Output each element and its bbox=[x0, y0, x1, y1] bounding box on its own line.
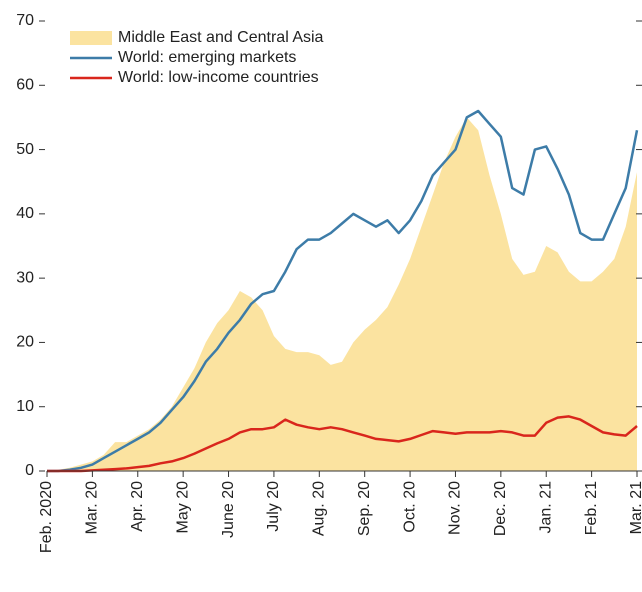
x-tick-label: July 20 bbox=[265, 481, 282, 532]
x-tick-label: June 20 bbox=[220, 481, 237, 538]
x-tick-label: Jan. 21 bbox=[537, 481, 554, 534]
y-tick-label: 10 bbox=[16, 398, 34, 415]
y-tick-label: 30 bbox=[16, 269, 34, 286]
plot-area bbox=[47, 109, 639, 473]
y-tick-label: 20 bbox=[16, 334, 34, 351]
legend-label: World: low-income countries bbox=[118, 69, 319, 86]
x-tick-label: Dec. 20 bbox=[492, 481, 509, 536]
x-tick-label: Oct. 20 bbox=[401, 481, 418, 533]
x-tick-label: Aug. 20 bbox=[311, 481, 328, 536]
legend-label: World: emerging markets bbox=[118, 49, 296, 66]
x-tick-label: Apr. 20 bbox=[129, 481, 146, 532]
y-tick-label: 40 bbox=[16, 205, 34, 222]
legend-swatch bbox=[70, 31, 112, 45]
y-tick-label: 70 bbox=[16, 12, 34, 29]
x-tick-label: Mar. 20 bbox=[84, 481, 101, 534]
x-tick-label: Feb. 21 bbox=[583, 481, 600, 535]
x-tick-label: May 20 bbox=[174, 481, 191, 534]
y-tick-label: 0 bbox=[25, 462, 34, 479]
area bbox=[47, 117, 637, 472]
y-tick-label: 60 bbox=[16, 77, 34, 94]
x-tick-label: Sep. 20 bbox=[356, 481, 373, 536]
x-tick-label: Nov. 20 bbox=[447, 481, 464, 535]
legend-label: Middle East and Central Asia bbox=[118, 29, 324, 46]
y-tick-label: 50 bbox=[16, 141, 34, 158]
line bbox=[47, 415, 638, 473]
x-tick-label: Feb. 2020 bbox=[38, 481, 55, 553]
line bbox=[47, 109, 639, 473]
x-tick-label: Mar. 21 bbox=[628, 481, 642, 534]
